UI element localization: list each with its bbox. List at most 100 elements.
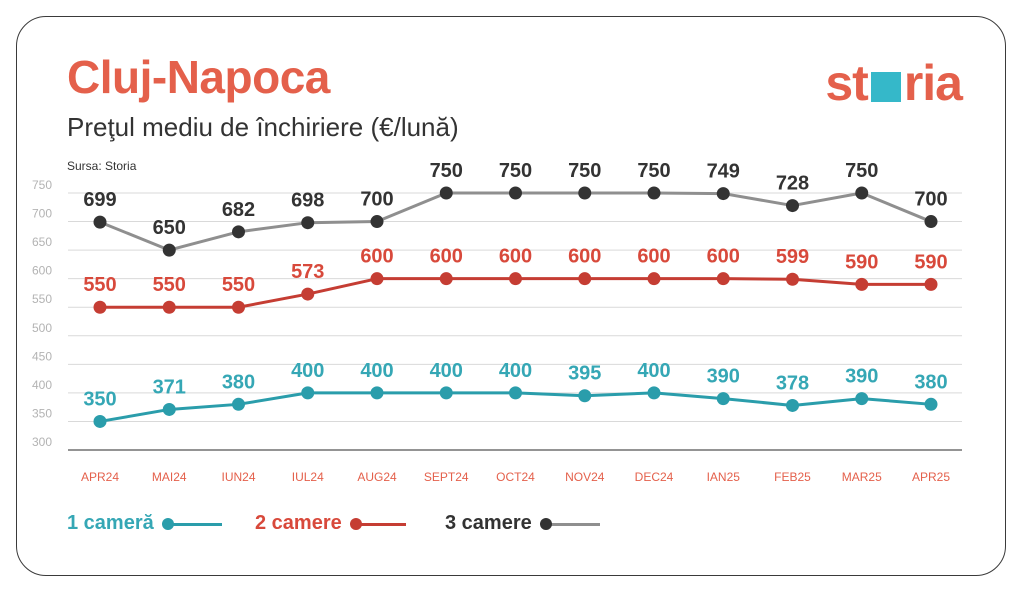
data-point [370, 215, 384, 229]
data-point [93, 300, 107, 314]
y-tick-label: 350 [32, 406, 52, 420]
legend-item-2: 2 camere [255, 512, 410, 535]
data-point [647, 272, 661, 286]
x-tick-label: FEB25 [774, 470, 811, 484]
data-point [924, 397, 938, 411]
data-point [578, 272, 592, 286]
data-label: 600 [499, 246, 532, 268]
x-tick-label: IAN25 [707, 470, 741, 484]
data-point [93, 215, 107, 229]
data-label: 700 [360, 189, 393, 211]
data-point [301, 216, 315, 230]
data-point [578, 186, 592, 200]
legend-swatch-icon [161, 517, 226, 531]
data-point [162, 402, 176, 416]
x-tick-label: APR25 [912, 470, 950, 484]
data-point [647, 186, 661, 200]
chart-title: Cluj-Napoca [67, 51, 330, 103]
data-point [439, 386, 453, 400]
data-label: 590 [845, 251, 878, 273]
legend-label: 1 cameră [67, 512, 154, 534]
legend-label: 2 camere [255, 512, 342, 534]
y-tick-label: 600 [32, 264, 52, 278]
logo-square-icon [870, 72, 901, 102]
data-point [370, 386, 384, 400]
x-tick-label: AUG24 [357, 470, 397, 484]
data-point [716, 187, 730, 201]
data-label: 682 [222, 199, 255, 221]
data-label: 650 [153, 217, 186, 239]
data-point [855, 186, 869, 200]
data-label: 390 [707, 366, 740, 388]
legend-swatch-icon [539, 517, 604, 531]
storia-logo: st ria [825, 54, 963, 112]
y-tick-label: 300 [32, 435, 52, 449]
data-point [162, 300, 176, 314]
data-point [509, 272, 522, 286]
source-note: Sursa: Storia [67, 159, 137, 173]
data-label: 550 [83, 274, 116, 296]
data-point [924, 215, 938, 229]
data-label: 378 [776, 372, 809, 394]
data-label: 550 [153, 274, 186, 296]
data-label: 380 [914, 371, 947, 393]
data-point [439, 186, 453, 200]
data-point [232, 397, 245, 411]
y-tick-label: 750 [32, 178, 52, 192]
data-point [786, 199, 799, 213]
legend-item-3: 3 camere [445, 512, 604, 535]
data-point [855, 277, 869, 291]
chart-subtitle: Preţul mediu de închiriere (€/lună) [67, 112, 459, 142]
data-point [301, 287, 315, 301]
data-point [716, 392, 730, 406]
data-point [439, 272, 453, 286]
data-label: 400 [637, 360, 670, 382]
x-tick-label: DEC24 [635, 470, 674, 484]
data-point [786, 272, 799, 286]
data-label: 750 [499, 160, 532, 182]
data-label: 590 [914, 251, 947, 273]
data-label: 728 [776, 173, 809, 195]
data-label: 371 [153, 376, 186, 398]
data-label: 600 [637, 246, 670, 268]
data-label: 750 [845, 160, 878, 182]
data-label: 700 [914, 189, 947, 211]
data-point [578, 389, 592, 403]
chart-legend: 1 cameră 2 camere 3 camere [0, 512, 1024, 542]
logo-text-start: st [825, 55, 868, 111]
legend-label: 3 camere [445, 512, 532, 534]
y-tick-label: 700 [32, 207, 52, 221]
x-tick-label: IUL24 [292, 470, 324, 484]
legend-item-1: 1 cameră [67, 512, 226, 535]
data-point [509, 186, 522, 200]
x-tick-label: MAI24 [152, 470, 187, 484]
data-label: 400 [499, 360, 532, 382]
y-tick-label: 450 [32, 349, 52, 363]
data-point [786, 398, 799, 412]
data-label: 599 [776, 246, 809, 268]
data-point [716, 272, 730, 286]
x-tick-label: NOV24 [565, 470, 605, 484]
data-label: 380 [222, 371, 255, 393]
data-point [855, 392, 869, 406]
data-point [232, 225, 245, 239]
data-label: 350 [83, 388, 116, 410]
data-label: 400 [430, 360, 463, 382]
x-tick-label: MAR25 [842, 470, 882, 484]
data-label: 390 [845, 366, 878, 388]
data-label: 698 [291, 190, 324, 212]
data-label: 600 [707, 246, 740, 268]
data-label: 750 [430, 160, 463, 182]
data-point [301, 386, 315, 400]
y-tick-label: 650 [32, 235, 52, 249]
data-point [232, 300, 245, 314]
legend-swatch-icon [349, 517, 410, 531]
data-label: 600 [430, 246, 463, 268]
data-label: 400 [360, 360, 393, 382]
data-point [162, 243, 176, 257]
x-tick-label: OCT24 [496, 470, 535, 484]
data-label: 600 [568, 246, 601, 268]
data-point [647, 386, 661, 400]
data-label: 550 [222, 274, 255, 296]
